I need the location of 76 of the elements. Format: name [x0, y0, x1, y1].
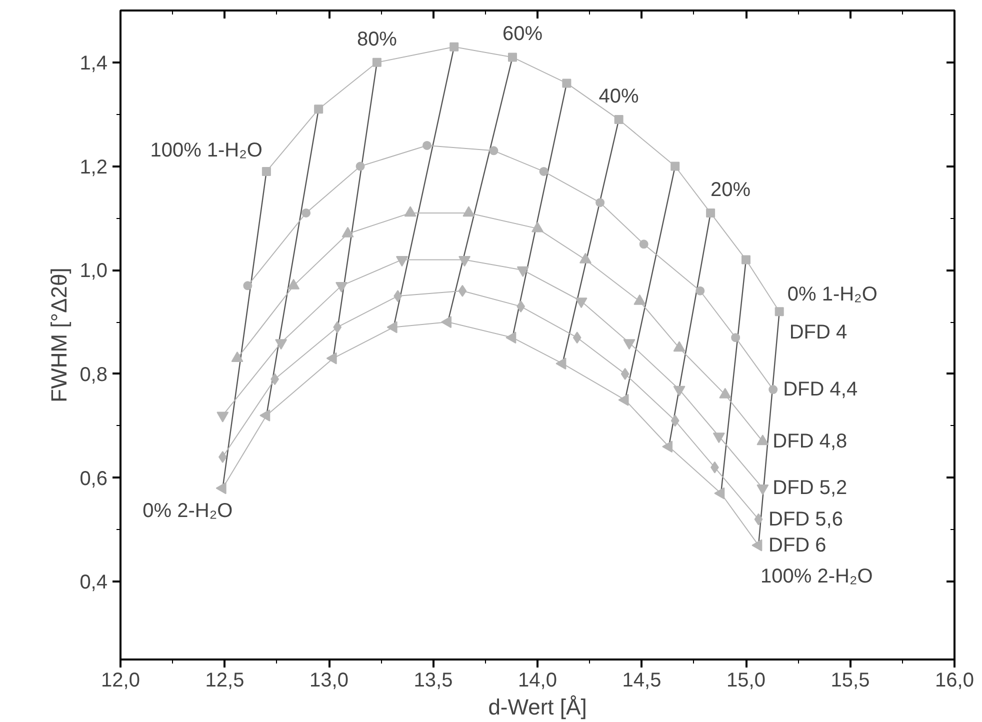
point — [333, 321, 342, 334]
point — [506, 332, 516, 344]
point — [450, 42, 459, 52]
point — [670, 162, 680, 171]
point — [752, 539, 762, 552]
y-tick-label: 0,6 — [80, 468, 108, 490]
point — [556, 358, 566, 370]
point — [696, 286, 705, 296]
point — [670, 414, 680, 427]
point — [302, 208, 311, 218]
point — [618, 394, 629, 406]
annotation: 100% 1-H₂O — [150, 139, 262, 162]
series-label: DFD 4 — [789, 322, 848, 344]
point — [742, 255, 750, 264]
point — [614, 115, 624, 124]
point — [262, 166, 271, 176]
point — [768, 385, 778, 394]
x-tick-label: 15,0 — [726, 670, 766, 692]
series-label: DFD 4,4 — [783, 378, 858, 401]
point — [532, 222, 544, 232]
point — [231, 352, 244, 362]
point — [706, 208, 716, 218]
x-tick-label: 14,5 — [622, 670, 662, 692]
x-tick-label: 13,5 — [414, 670, 453, 692]
series-label: DFD 5,2 — [772, 477, 848, 500]
y-tick-label: 1,2 — [80, 156, 108, 178]
annotation: 40% — [598, 86, 640, 108]
point — [508, 52, 517, 62]
point — [372, 58, 382, 67]
point — [731, 333, 740, 342]
point — [243, 281, 252, 290]
y-tick-label: 0,8 — [80, 364, 108, 386]
point — [422, 141, 432, 150]
point — [458, 284, 467, 297]
point — [639, 240, 648, 249]
point — [356, 162, 365, 171]
y-tick-label: 1,4 — [80, 52, 108, 74]
point — [714, 487, 725, 500]
series-label: DFD 5,6 — [768, 508, 843, 530]
x-axis-title: d-Wert [Å] — [488, 694, 587, 720]
annotation: 80% — [356, 28, 398, 50]
point — [489, 146, 498, 156]
point — [572, 332, 582, 344]
annotation: 100% 2-H₂O — [760, 565, 873, 588]
annotation: 20% — [710, 178, 751, 201]
point — [596, 198, 605, 208]
point — [260, 409, 270, 422]
point — [386, 321, 398, 334]
series-label: DFD 4,8 — [772, 430, 848, 452]
point — [662, 440, 673, 453]
annotation: 0% 1-H₂O — [787, 284, 878, 306]
y-axis-title: FWHM [°Δ2θ] — [46, 268, 72, 402]
point — [326, 352, 337, 364]
x-tick-label: 16,0 — [935, 670, 974, 692]
point — [539, 166, 548, 176]
y-tick-label: 1,0 — [80, 260, 108, 282]
point — [462, 206, 475, 217]
x-tick-label: 13,0 — [310, 670, 348, 692]
point — [754, 513, 763, 526]
point — [440, 316, 452, 328]
point — [314, 104, 324, 114]
point — [404, 206, 416, 217]
point — [673, 341, 686, 352]
annotation: 60% — [502, 23, 543, 46]
point — [216, 482, 226, 494]
point — [756, 434, 769, 446]
x-tick-label: 14,0 — [518, 670, 557, 692]
y-tick-label: 0,4 — [80, 572, 108, 594]
x-tick-label: 15,5 — [830, 670, 870, 692]
annotation: 0% 2-H₂O — [142, 500, 233, 522]
point — [562, 78, 572, 88]
point — [774, 307, 784, 316]
point — [620, 368, 630, 380]
x-tick-label: 12,0 — [101, 670, 140, 692]
series-label: DFD 6 — [768, 534, 826, 556]
x-tick-label: 12,5 — [205, 670, 244, 692]
